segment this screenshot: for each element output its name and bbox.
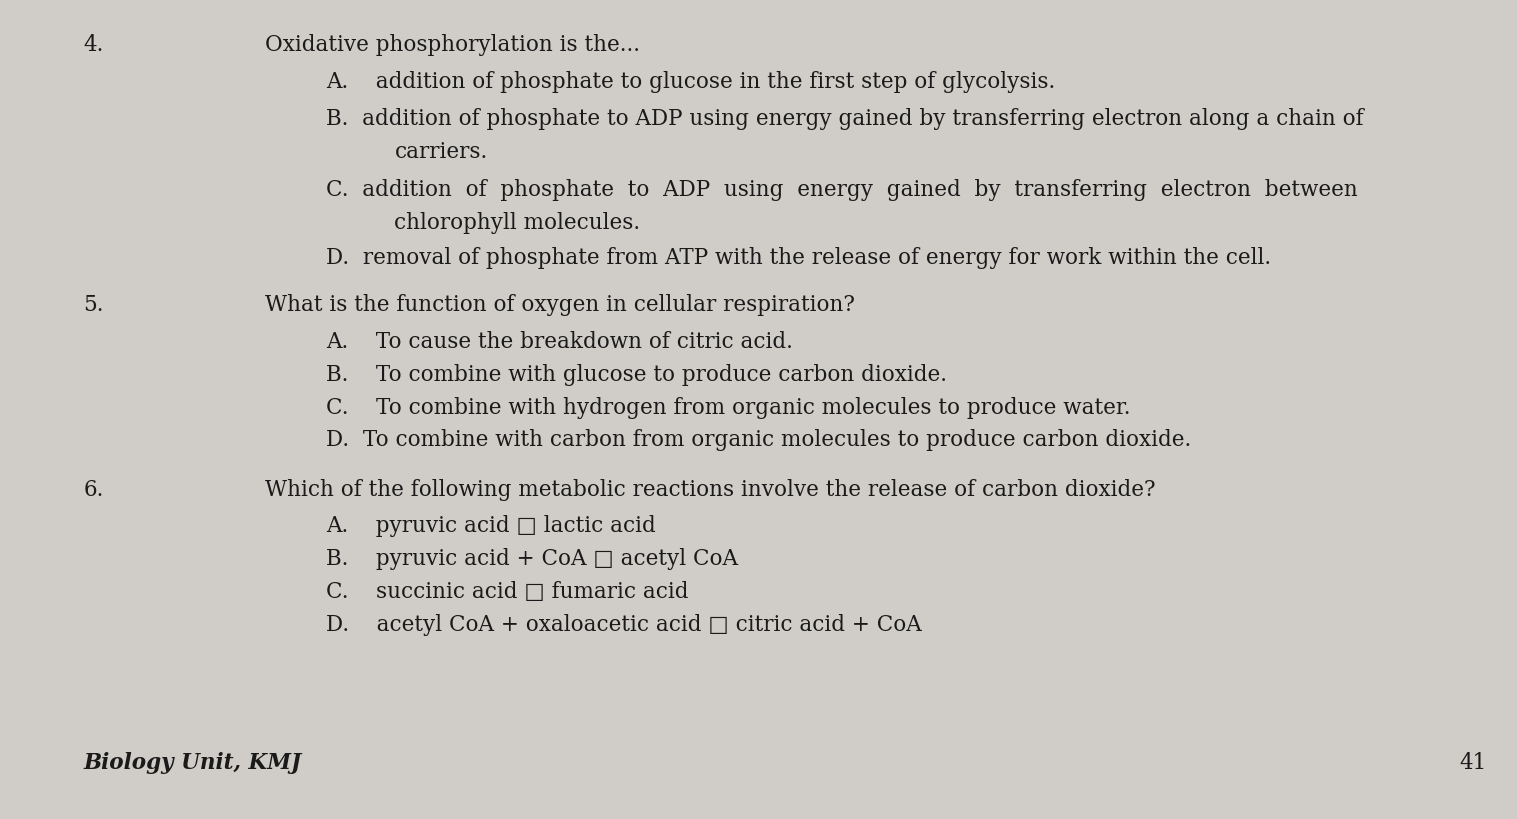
Text: carriers.: carriers. <box>394 141 487 162</box>
Text: Oxidative phosphorylation is the...: Oxidative phosphorylation is the... <box>265 34 640 56</box>
Text: B.  addition of phosphate to ADP using energy gained by transferring electron al: B. addition of phosphate to ADP using en… <box>326 108 1364 129</box>
Text: 4.: 4. <box>83 34 103 56</box>
Text: C.  addition  of  phosphate  to  ADP  using  energy  gained  by  transferring  e: C. addition of phosphate to ADP using en… <box>326 179 1358 201</box>
Text: D.    acetyl CoA + oxaloacetic acid □ citric acid + CoA: D. acetyl CoA + oxaloacetic acid □ citri… <box>326 613 922 635</box>
Text: What is the function of oxygen in cellular respiration?: What is the function of oxygen in cellul… <box>265 294 856 315</box>
Text: B.    pyruvic acid + CoA □ acetyl CoA: B. pyruvic acid + CoA □ acetyl CoA <box>326 548 739 569</box>
Text: A.    pyruvic acid □ lactic acid: A. pyruvic acid □ lactic acid <box>326 515 655 536</box>
Text: Which of the following metabolic reactions involve the release of carbon dioxide: Which of the following metabolic reactio… <box>265 478 1156 500</box>
Text: D.  To combine with carbon from organic molecules to produce carbon dioxide.: D. To combine with carbon from organic m… <box>326 429 1191 450</box>
Text: C.    succinic acid □ fumaric acid: C. succinic acid □ fumaric acid <box>326 581 689 602</box>
Text: D.  removal of phosphate from ATP with the release of energy for work within the: D. removal of phosphate from ATP with th… <box>326 247 1271 269</box>
Text: C.    To combine with hydrogen from organic molecules to produce water.: C. To combine with hydrogen from organic… <box>326 396 1130 418</box>
Text: Biology Unit, KMJ: Biology Unit, KMJ <box>83 751 302 772</box>
Text: B.    To combine with glucose to produce carbon dioxide.: B. To combine with glucose to produce ca… <box>326 364 947 385</box>
Text: chlorophyll molecules.: chlorophyll molecules. <box>394 212 640 233</box>
Text: 5.: 5. <box>83 294 105 315</box>
Text: A.    To cause the breakdown of citric acid.: A. To cause the breakdown of citric acid… <box>326 331 793 352</box>
Text: 41: 41 <box>1459 751 1487 772</box>
Text: A.    addition of phosphate to glucose in the first step of glycolysis.: A. addition of phosphate to glucose in t… <box>326 71 1056 93</box>
Text: 6.: 6. <box>83 478 103 500</box>
